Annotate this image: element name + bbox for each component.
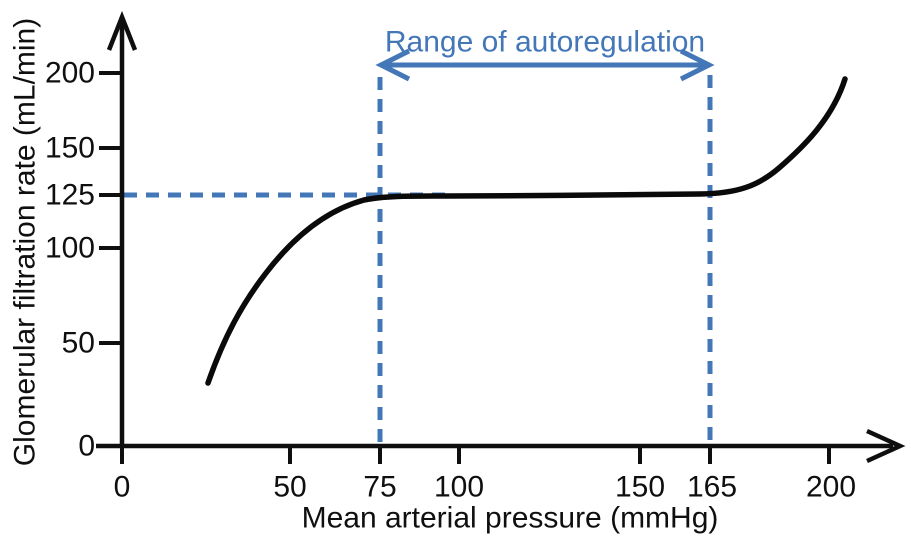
range-arrow-left-head-icon bbox=[375, 48, 411, 82]
x-tick-labels: 0 50 75 100 150 165 200 bbox=[114, 471, 856, 504]
y-tick-label-150: 150 bbox=[45, 132, 95, 165]
y-tick-labels: 200 150 125 100 50 0 bbox=[45, 57, 95, 463]
x-tick-label-0: 0 bbox=[114, 471, 131, 504]
y-axis bbox=[99, 10, 138, 446]
y-tick-label-50: 50 bbox=[62, 327, 95, 360]
y-tick-label-0: 0 bbox=[78, 430, 95, 463]
y-axis-arrowhead-icon bbox=[106, 10, 138, 51]
x-axis-arrowhead-icon bbox=[866, 428, 906, 464]
x-tick-label-165: 165 bbox=[687, 471, 737, 504]
gfr-curve bbox=[205, 76, 848, 386]
y-tick-label-200: 200 bbox=[45, 57, 95, 90]
y-axis-title: Glomerular filtration rate (mL/min) bbox=[9, 18, 42, 466]
range-arrow-right-head-icon bbox=[679, 48, 715, 82]
y-tick-label-100: 100 bbox=[45, 232, 95, 265]
x-axis-title: Mean arterial pressure (mmHg) bbox=[302, 502, 719, 535]
range-double-arrow bbox=[375, 48, 715, 82]
x-axis bbox=[96, 428, 906, 464]
range-of-autoregulation-label: Range of autoregulation bbox=[385, 26, 705, 59]
x-tick-label-200: 200 bbox=[806, 471, 856, 504]
x-tick-label-50: 50 bbox=[273, 471, 306, 504]
x-tick-label-75: 75 bbox=[363, 471, 396, 504]
x-tick-label-100: 100 bbox=[434, 471, 484, 504]
y-tick-label-125: 125 bbox=[45, 179, 95, 212]
x-tick-label-150: 150 bbox=[615, 471, 665, 504]
